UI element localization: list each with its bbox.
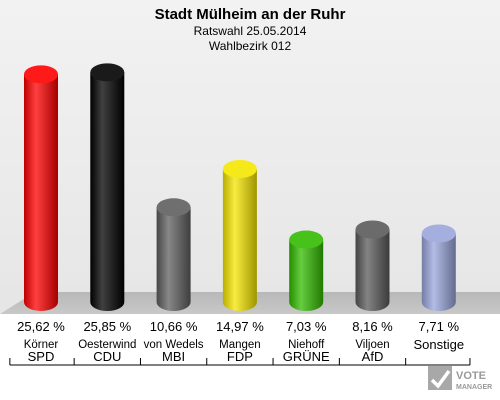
bar-body xyxy=(156,207,191,311)
category-label: MBI xyxy=(162,349,185,364)
bar-spd xyxy=(24,65,58,311)
candidate-label: Mangen xyxy=(219,339,261,351)
bar-top-cap xyxy=(355,220,390,239)
bars-group xyxy=(24,63,456,311)
bar-top-cap xyxy=(421,224,456,243)
bar-grüne xyxy=(289,230,324,311)
value-label: 7,03 % xyxy=(286,319,327,334)
bar-top-cap xyxy=(90,63,125,82)
chart-title: Stadt Mülheim an der Ruhr xyxy=(155,6,346,23)
value-label: 25,62 % xyxy=(17,319,65,334)
category-label: SPD xyxy=(28,349,55,364)
candidate-label: Viljoen xyxy=(355,339,389,351)
bar-body xyxy=(421,233,456,311)
candidate-label: Niehoff xyxy=(288,339,325,351)
candidate-label: Körner xyxy=(24,339,59,351)
category-label: Sonstige xyxy=(414,337,465,352)
bar-top-cap xyxy=(222,159,257,178)
bar-sonstige xyxy=(421,224,456,311)
value-label: 25,85 % xyxy=(83,319,131,334)
logo-text-line1: VOTE xyxy=(456,370,486,382)
value-label: 10,66 % xyxy=(150,319,198,334)
bar-body xyxy=(90,72,125,311)
bar-mbi xyxy=(156,198,191,311)
bar-cdu xyxy=(90,63,125,311)
category-label: CDU xyxy=(93,349,121,364)
logo-mark-icon xyxy=(428,366,452,390)
value-label: 14,97 % xyxy=(216,319,264,334)
vote-manager-logo: VOTE MANAGER xyxy=(428,366,492,391)
bar-body xyxy=(289,239,324,311)
bar-body xyxy=(222,168,257,311)
value-label: 8,16 % xyxy=(352,319,393,334)
bar-top-cap xyxy=(156,198,191,217)
value-label: 7,71 % xyxy=(419,319,460,334)
logo-text-line2: MANAGER xyxy=(456,384,492,391)
bar-fdp xyxy=(222,159,257,311)
bar-body xyxy=(355,229,390,311)
chart-subtitle-1: Ratswahl 25.05.2014 xyxy=(194,24,307,38)
chart-subtitle-2: Wahlbezirk 012 xyxy=(209,39,292,53)
bar-body xyxy=(24,74,58,311)
bar-top-cap xyxy=(289,230,324,249)
candidate-label: von Wedels xyxy=(144,339,204,351)
category-label: FDP xyxy=(227,349,253,364)
bar-top-cap xyxy=(24,65,58,84)
bar-afd xyxy=(355,220,390,311)
category-label: AfD xyxy=(362,349,384,364)
candidate-label: Oesterwind xyxy=(78,339,136,351)
category-label: GRÜNE xyxy=(283,349,330,364)
label-area xyxy=(0,314,500,400)
